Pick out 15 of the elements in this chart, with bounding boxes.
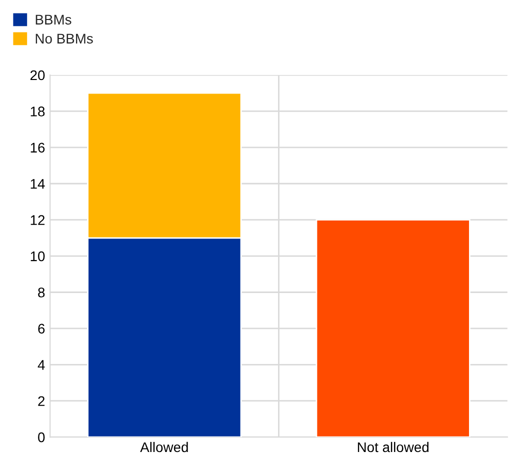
y-tick-label: 20 [30,70,45,80]
y-tick-label: 2 [38,396,45,406]
y-tick-label: 14 [30,179,45,189]
legend-label: BBMs [36,14,72,25]
y-tick-label: 4 [38,360,45,370]
y-tick-label: 0 [38,432,45,442]
y-tick-label: 8 [38,288,45,298]
y-tick-label: 12 [30,215,45,225]
x-tick-label: Allowed [140,442,188,452]
y-tick-label: 10 [30,251,45,262]
y-tick-label: 16 [30,142,45,153]
x-tick-label: Not allowed [358,442,428,452]
y-tick-label: 18 [30,106,45,116]
legend-label: No BBMs [36,34,93,44]
y-tick-label: 6 [38,324,45,334]
